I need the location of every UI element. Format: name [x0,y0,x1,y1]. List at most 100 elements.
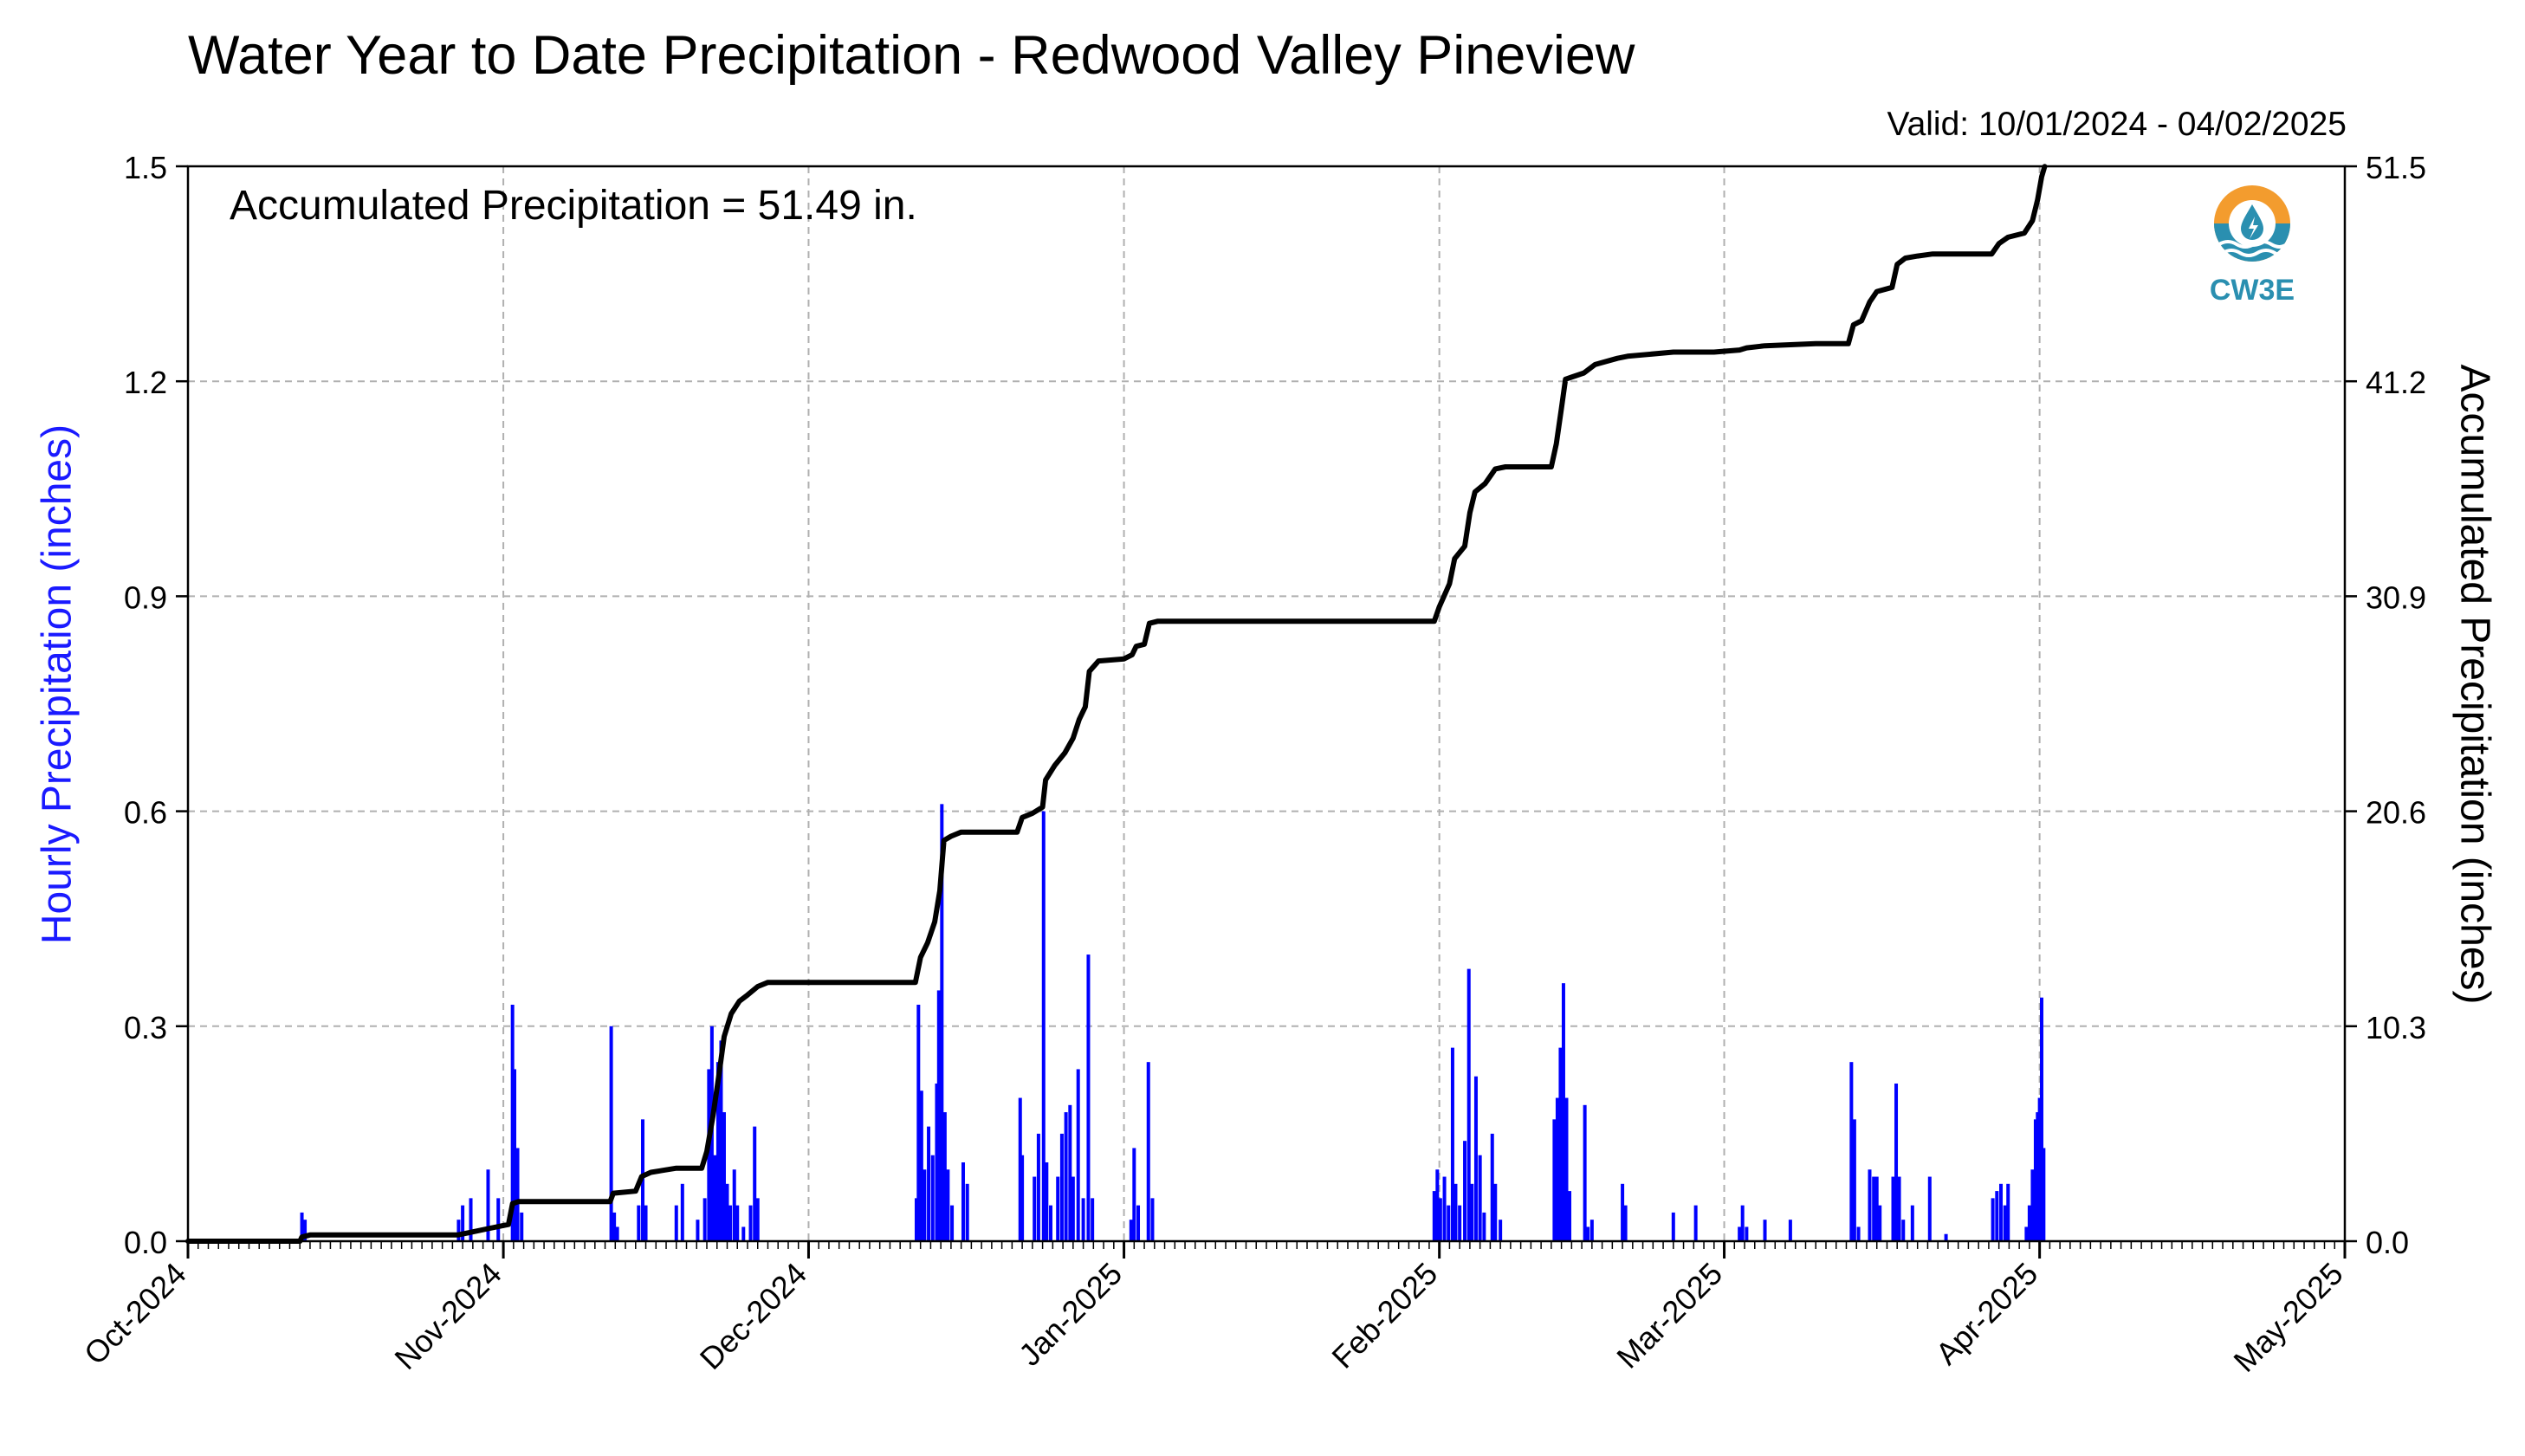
axis-ticks: 0.0 0.0 0.3 10.3 0.6 20.6 0.9 30.9 1.2 41.2 1.5 51.… [77,150,2426,1379]
hourly-bar [1470,1183,1474,1241]
hourly-bar [725,1183,729,1241]
hourly-bar [1868,1169,1872,1241]
hourly-bar [461,1205,465,1241]
hourly-bar [1458,1205,1462,1241]
hourly-bar [946,1169,950,1241]
y-axis-left-label: Hourly Precipitation (inches) [34,424,81,945]
hourly-bar [702,1198,707,1241]
hourly-bar [1064,1112,1068,1241]
hourly-bar [741,1226,746,1241]
hourly-bar [1623,1205,1628,1241]
y-left-tick-label: 0.9 [124,579,167,615]
y-left-tick-label: 1.2 [124,365,167,400]
y-right-tick-label: 41.2 [2366,365,2426,400]
hourly-bar [303,1220,308,1241]
hourly-bar [1901,1220,1906,1241]
hourly-bar [1763,1220,1767,1241]
hourly-bar [1991,1198,1995,1241]
hourly-bar [940,804,944,1241]
x-tick-label: May-2025 [2226,1256,2349,1379]
hourly-precipitation-bars [300,804,2046,1241]
hourly-bar [914,1198,918,1241]
hourly-bar [1146,1062,1150,1241]
y-left-tick-label: 0.0 [124,1225,167,1260]
hourly-bar [2033,1119,2037,1241]
accumulated-precipitation-line [185,164,2048,1244]
hourly-bar [2042,1148,2046,1241]
hourly-bar [1995,1191,1999,1241]
y-left-tick-label: 1.5 [124,150,167,185]
y-right-tick-label: 20.6 [2366,795,2426,831]
hourly-bar [1478,1155,1482,1241]
hourly-bar [644,1205,648,1241]
hourly-bar [674,1205,678,1241]
hourly-bar [1852,1119,1856,1241]
hourly-bar [300,1212,304,1241]
hourly-bar [735,1205,740,1241]
hourly-bar [1558,1047,1563,1241]
hourly-bar [1788,1220,1792,1241]
hourly-bar [1555,1097,1559,1241]
hourly-bar [930,1155,935,1241]
accumulated-annotation: Accumulated Precipitation = 51.49 in. [230,183,917,229]
x-tick-label: Nov-2024 [387,1256,508,1376]
hourly-bar [1132,1148,1136,1241]
hourly-bar [615,1226,619,1241]
hourly-bar [755,1198,760,1241]
hourly-bar [496,1198,501,1241]
hourly-bar [1086,954,1091,1241]
hourly-bar [2030,1169,2035,1241]
hourly-bar [1033,1176,1037,1241]
hourly-bar [1872,1176,1876,1241]
hourly-bar [728,1205,733,1241]
hourly-bar [961,1162,965,1241]
y-right-tick-label: 30.9 [2366,579,2426,615]
hourly-bar [515,1148,520,1241]
hourly-bar [916,1004,921,1241]
hourly-bar [1740,1205,1745,1241]
hourly-bar [2006,1183,2010,1241]
hourly-bar [1564,1097,1569,1241]
hourly-bar [469,1198,473,1241]
hourly-bar [1493,1183,1498,1241]
hourly-bar [927,1126,931,1241]
hourly-bar [1583,1104,1587,1241]
hourly-bar [1432,1191,1436,1241]
hourly-bar [1136,1205,1141,1241]
hourly-bar [680,1183,684,1241]
hourly-bar [1738,1226,1742,1241]
x-tick-label: Dec-2024 [693,1256,813,1376]
hourly-bar [1150,1198,1155,1241]
x-tick-label: Mar-2025 [1609,1256,1729,1375]
y-right-tick-label: 10.3 [2366,1010,2426,1045]
hourly-bar [1910,1205,1914,1241]
hourly-bar [950,1205,955,1241]
hourly-bar [1129,1220,1133,1241]
hourly-bar [637,1205,641,1241]
y-left-tick-label: 0.3 [124,1010,167,1045]
hourly-bar [1897,1176,1901,1241]
hourly-bar [612,1212,617,1241]
cw3e-logo: CW3E [2200,180,2304,310]
hourly-bar [1447,1205,1451,1241]
hourly-bar [1927,1176,1932,1241]
hourly-bar [1438,1198,1442,1241]
hourly-bar [722,1112,726,1241]
hourly-bar [1552,1119,1557,1241]
hourly-bar [1068,1104,1072,1241]
hourly-bar [2039,997,2043,1241]
hourly-bar [1463,1141,1467,1241]
hourly-bar [1999,1183,2004,1241]
hourly-bar [1856,1226,1861,1241]
hourly-bar [748,1205,753,1241]
y-right-tick-label: 51.5 [2366,150,2426,185]
hourly-bar [1045,1162,1049,1241]
hourly-bar [1453,1183,1458,1241]
y-axis-right-label: Accumulated Precipitation (inches) [2451,364,2498,1005]
hourly-bar [486,1169,490,1241]
hourly-bar [1589,1220,1594,1241]
hourly-bar [1036,1133,1040,1241]
hourly-bar [1473,1076,1478,1241]
hourly-bar [1049,1205,1052,1241]
